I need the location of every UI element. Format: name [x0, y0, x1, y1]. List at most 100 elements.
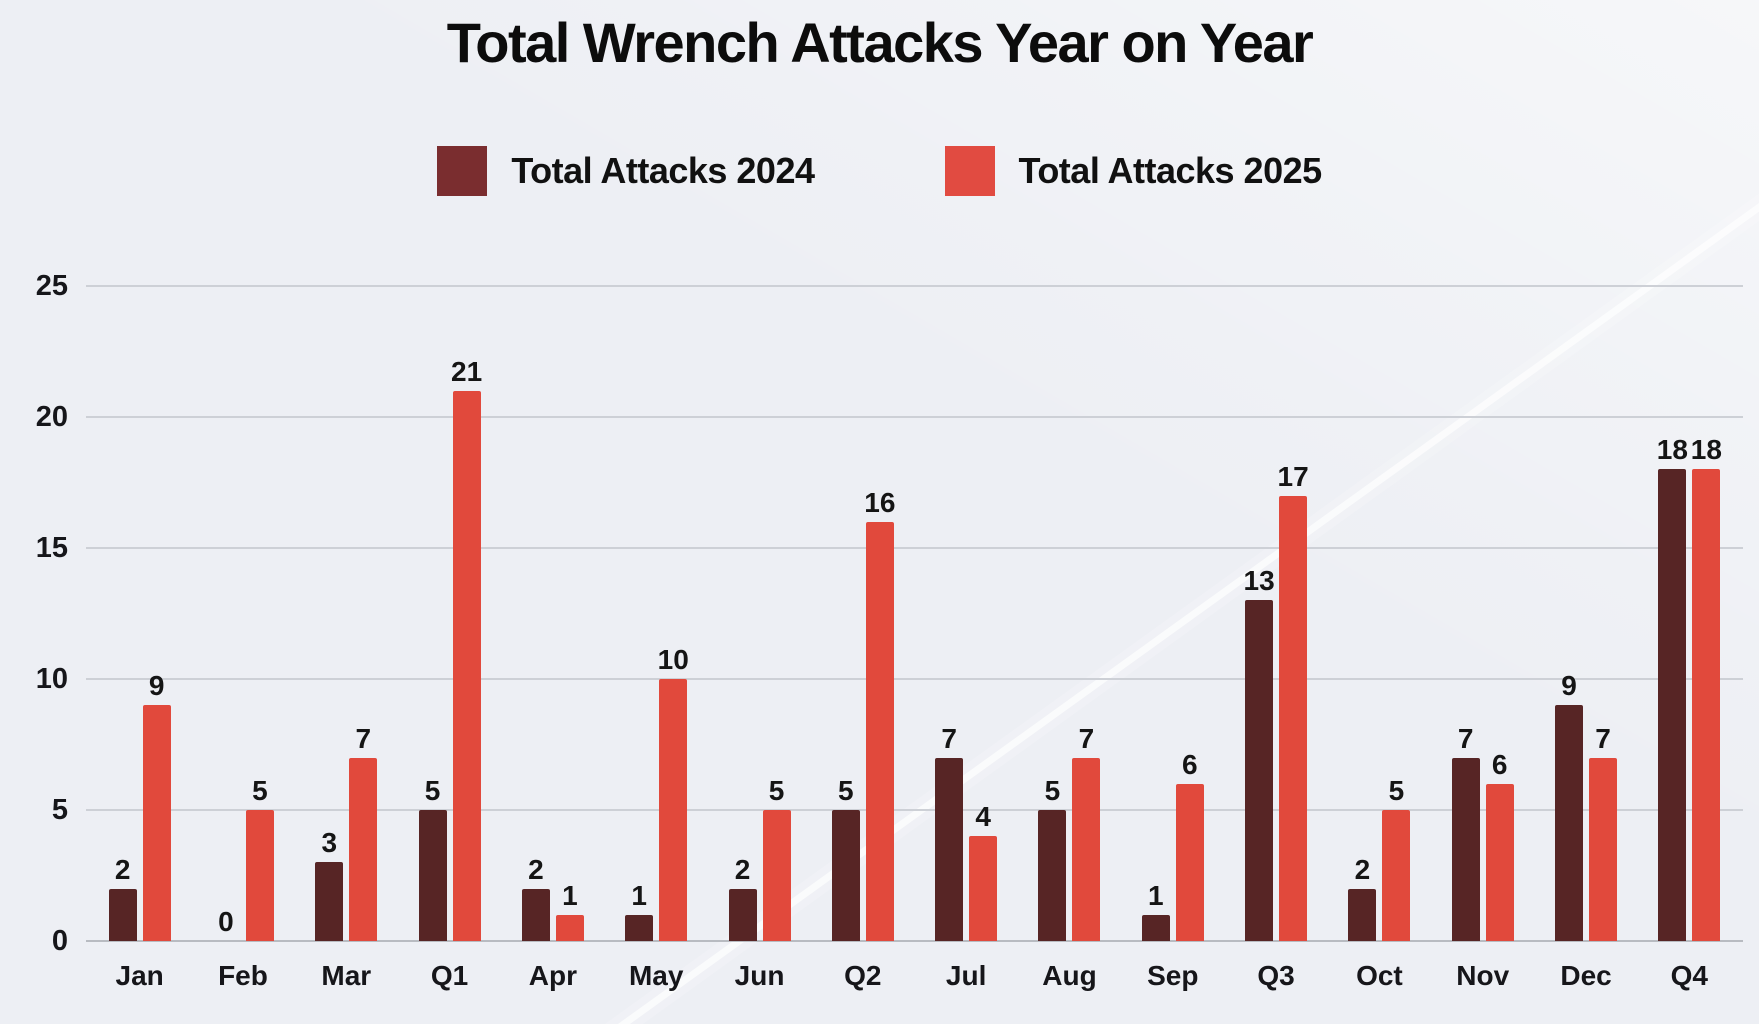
bar-value-label: 1 [1147, 879, 1164, 911]
legend-swatch [944, 146, 995, 196]
bar-q2-total-attacks-2025: 16 [864, 488, 895, 941]
bar-value-label: 9 [1561, 670, 1577, 702]
bar-value-label: 5 [424, 775, 441, 806]
bar-value-label: 6 [1491, 748, 1508, 780]
x-tick-label-aug: Aug [1042, 960, 1097, 991]
bar-sep-total-attacks-2024: 1 [1141, 881, 1170, 941]
bar-may-total-attacks-2024: 1 [625, 881, 654, 941]
bar-value-label: 2 [1354, 853, 1371, 885]
x-tick-label-q2: Q2 [844, 960, 882, 991]
bar-nov-total-attacks-2024: 7 [1451, 724, 1480, 941]
bar-jan-total-attacks-2025: 9 [142, 672, 171, 941]
bar-apr-total-attacks-2025: 1 [555, 881, 584, 941]
bar-value-label: 17 [1277, 460, 1309, 492]
bar-q4-total-attacks-2025: 18 [1691, 436, 1722, 941]
bar-value-label: 18 [1690, 434, 1722, 466]
bar-group-may: 1 10 [605, 646, 708, 941]
bar-value-label: 6 [1181, 748, 1198, 780]
gridline-20 [86, 416, 1743, 418]
y-tick-label-5: 5 [51, 794, 68, 826]
x-tick-label-q1: Q1 [430, 960, 469, 991]
bar-jul-total-attacks-2024: 7 [935, 724, 964, 941]
x-tick-label-q3: Q3 [1257, 960, 1295, 991]
bar-value-label: 7 [1078, 722, 1095, 754]
bar-value-label: 2 [528, 853, 544, 885]
bar-group-q3: 13 17 [1224, 462, 1327, 941]
x-tick-label-apr: Apr [528, 960, 578, 991]
x-tick-label-may: May [628, 960, 684, 991]
x-tick-label-q4: Q4 [1670, 960, 1709, 991]
bar-value-label: 2 [734, 853, 751, 885]
bar-value-label: 5 [1388, 775, 1405, 806]
bar-value-label: 7 [355, 722, 372, 754]
x-tick-label-jun: Jun [734, 960, 785, 991]
bar-value-label: 7 [1457, 722, 1474, 754]
legend-item-2025: Total Attacks 2025 [944, 146, 1323, 196]
x-tick-label-mar: Mar [321, 960, 372, 991]
bar-value-label: 16 [864, 486, 896, 518]
bar-mar-total-attacks-2025: 7 [349, 724, 378, 941]
bar-dec-total-attacks-2025: 7 [1589, 724, 1618, 941]
chart-title: Total Wrench Attacks Year on Year [446, 11, 1314, 74]
x-tick-label-feb: Feb [218, 960, 268, 991]
gridline-25 [86, 285, 1743, 287]
bars-area: 2 9 0 5 3 7 5 21 2 1 1 10 2 5 5 16 7 4 5 7 1 6 13 17 2 5 7 6 9 7 18 18 [88, 357, 1741, 941]
y-tick-label-20: 20 [35, 401, 68, 433]
bar-q4-total-attacks-2024: 18 [1657, 436, 1688, 941]
bar-q3-total-attacks-2025: 17 [1278, 462, 1309, 941]
bar-value-label: 5 [838, 775, 854, 806]
bar-group-q4: 18 18 [1638, 436, 1741, 941]
bar-feb-total-attacks-2025: 5 [245, 777, 274, 941]
bar-value-label: 4 [975, 801, 991, 833]
bar-oct-total-attacks-2025: 5 [1382, 777, 1411, 941]
bar-jun-total-attacks-2024: 2 [728, 855, 757, 941]
bar-value-label: 5 [252, 775, 268, 806]
bar-oct-total-attacks-2024: 2 [1348, 855, 1377, 941]
bar-group-q2: 5 16 [811, 488, 914, 941]
bar-value-label: 5 [768, 775, 785, 806]
bar-value-label: 18 [1656, 434, 1688, 466]
gridline-15 [86, 547, 1743, 549]
bar-group-q1: 5 21 [398, 357, 501, 941]
x-tick-label-sep: Sep [1147, 960, 1199, 991]
bar-value-label: 7 [1595, 722, 1611, 754]
bar-value-label: 0 [218, 906, 234, 937]
x-tick-label-oct: Oct [1356, 960, 1403, 991]
x-tick-label-dec: Dec [1560, 960, 1612, 991]
bar-jan-total-attacks-2024: 2 [108, 855, 137, 941]
x-tick-label-jul: Jul [945, 960, 987, 991]
bar-value-label: 9 [148, 670, 165, 702]
bar-sep-total-attacks-2025: 6 [1175, 750, 1204, 941]
bar-mar-total-attacks-2024: 3 [315, 829, 344, 941]
bar-value-label: 1 [631, 879, 648, 911]
bar-value-label: 3 [321, 827, 338, 859]
bar-value-label: 7 [941, 722, 957, 754]
legend-label: Total Attacks 2024 [511, 150, 815, 191]
y-tick-label-25: 25 [35, 270, 68, 302]
x-axis-baseline [86, 940, 1743, 942]
bar-q1-total-attacks-2025: 21 [451, 357, 482, 941]
bar-jun-total-attacks-2025: 5 [762, 777, 791, 941]
bar-value-label: 13 [1243, 565, 1275, 597]
bar-q1-total-attacks-2024: 5 [418, 777, 447, 941]
legend-item-2024: Total Attacks 2024 [437, 146, 815, 196]
gridline-5 [86, 809, 1743, 811]
x-tick-label-jan: Jan [115, 960, 164, 991]
bar-value-label: 5 [1044, 775, 1061, 806]
legend-label: Total Attacks 2025 [1018, 150, 1323, 191]
bar-aug-total-attacks-2025: 7 [1072, 724, 1101, 941]
bar-nov-total-attacks-2025: 6 [1485, 750, 1514, 941]
bar-value-label: 21 [451, 355, 483, 387]
legend-swatch [437, 146, 488, 196]
bar-jul-total-attacks-2025: 4 [969, 803, 998, 941]
